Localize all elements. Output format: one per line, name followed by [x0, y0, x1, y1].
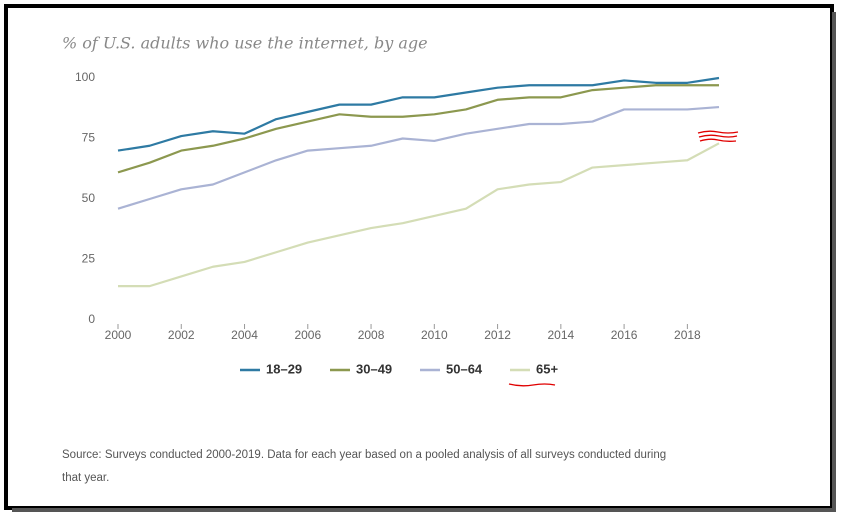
legend-label: 50–64	[446, 361, 483, 376]
annotation-squiggle	[699, 138, 737, 142]
legend-label: 18–29	[266, 361, 302, 376]
x-tick-label: 2016	[611, 328, 638, 342]
source-note: that year.	[62, 472, 109, 484]
series-line	[117, 84, 719, 174]
y-tick-label: 25	[82, 252, 96, 266]
y-tick-label: 75	[82, 131, 96, 145]
x-tick-label: 2010	[421, 328, 448, 342]
x-tick-label: 2002	[168, 328, 195, 342]
x-tick-label: 2014	[547, 328, 574, 342]
legend-label: 30–49	[356, 361, 392, 376]
x-tick-label: 2012	[484, 328, 511, 342]
series-line	[117, 105, 720, 210]
frame	[4, 4, 834, 510]
x-tick-label: 2000	[105, 328, 132, 342]
x-tick-label: 2004	[231, 328, 258, 342]
y-tick-label: 50	[82, 191, 96, 205]
annotation	[508, 130, 739, 387]
x-tick-label: 2008	[358, 328, 385, 342]
x-tick-label: 2006	[294, 328, 321, 342]
annotation-squiggle	[697, 130, 739, 134]
chart-title: % of U.S. adults who use the internet, b…	[62, 34, 428, 53]
legend-label: 65+	[536, 361, 558, 376]
x-tick-label: 2018	[674, 328, 701, 342]
annotation-squiggle	[698, 134, 738, 138]
annotation-squiggle	[508, 383, 556, 387]
y-tick-label: 100	[75, 70, 95, 84]
y-tick-label: 0	[88, 312, 95, 326]
frame-shadow	[832, 12, 836, 511]
source-note: Source: Surveys conducted 2000-2019. Dat…	[62, 449, 666, 461]
frame-shadow	[12, 508, 836, 512]
series-line	[118, 142, 720, 288]
series-line	[117, 76, 720, 152]
